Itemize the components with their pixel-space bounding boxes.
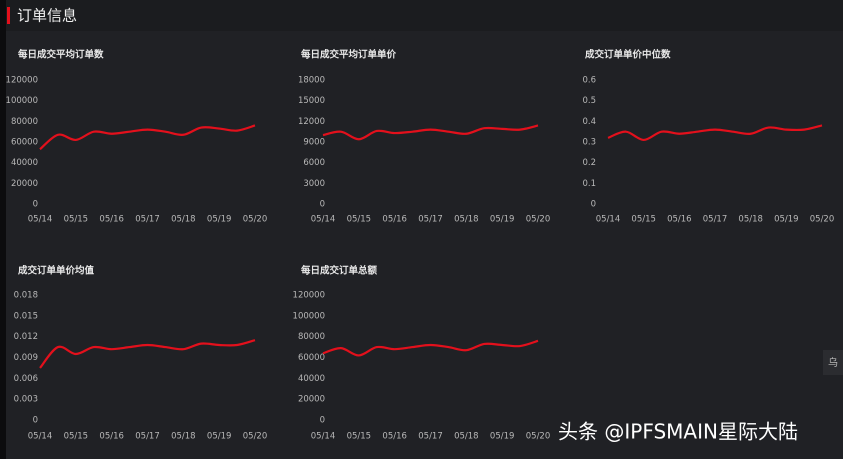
left-edge — [0, 0, 6, 459]
x-tick-label: 05/20 — [526, 432, 551, 442]
y-tick-label: 0.006 — [14, 374, 38, 384]
chart-title: 每日成交平均订单数 — [18, 49, 104, 61]
y-tick-label: 100000 — [293, 311, 325, 321]
y-tick-label: 0.003 — [14, 395, 38, 405]
x-tick-label: 05/19 — [207, 215, 232, 225]
x-tick-label: 05/16 — [99, 432, 124, 442]
x-tick-label: 05/15 — [64, 432, 89, 442]
y-tick-label: 0 — [320, 200, 325, 210]
data-line — [322, 339, 539, 357]
y-tick-label: 20000 — [298, 395, 325, 405]
y-tick-label: 80000 — [298, 332, 325, 342]
side-tab[interactable] — [823, 350, 843, 375]
x-tick-label: 05/19 — [490, 432, 515, 442]
y-tick-label: 0.6 — [582, 76, 596, 86]
y-tick-label: 3000 — [303, 179, 325, 189]
y-tick-label: 0 — [591, 200, 596, 210]
x-tick-label: 05/15 — [347, 215, 372, 225]
x-tick-label: 05/14 — [311, 432, 336, 442]
y-tick-label: 18000 — [298, 76, 325, 86]
y-tick-label: 0.012 — [14, 332, 38, 342]
y-tick-label: 0.5 — [582, 96, 596, 106]
x-tick-label: 05/19 — [207, 432, 232, 442]
data-line — [39, 339, 256, 369]
x-tick-label: 05/19 — [774, 215, 799, 225]
chart-title: 成交订单单价均值 — [18, 265, 95, 277]
x-tick-label: 05/20 — [243, 215, 268, 225]
x-tick-label: 05/17 — [418, 215, 443, 225]
x-tick-label: 05/17 — [135, 432, 160, 442]
x-tick-label: 05/18 — [454, 215, 479, 225]
x-tick-label: 05/14 — [28, 432, 53, 442]
x-tick-label: 05/14 — [596, 215, 621, 225]
x-tick-label: 05/15 — [347, 432, 372, 442]
y-tick-label: 100000 — [6, 96, 38, 106]
x-tick-label: 05/16 — [382, 432, 407, 442]
y-tick-label: 0 — [33, 416, 38, 426]
y-tick-label: 0.1 — [582, 179, 596, 189]
x-tick-label: 05/14 — [311, 215, 336, 225]
x-tick-label: 05/15 — [64, 215, 89, 225]
x-tick-label: 05/16 — [382, 215, 407, 225]
y-tick-label: 0.018 — [14, 291, 38, 301]
header-bar — [6, 0, 843, 31]
y-tick-label: 80000 — [11, 117, 38, 127]
x-tick-label: 05/15 — [631, 215, 656, 225]
x-tick-label: 05/17 — [703, 215, 728, 225]
x-tick-label: 05/20 — [526, 215, 551, 225]
x-tick-label: 05/20 — [810, 215, 835, 225]
data-line — [322, 124, 539, 141]
y-tick-label: 60000 — [11, 138, 38, 148]
header-title: 订单信息 — [17, 7, 77, 25]
x-tick-label: 05/16 — [667, 215, 692, 225]
x-tick-label: 05/18 — [171, 215, 196, 225]
y-tick-label: 15000 — [298, 96, 325, 106]
x-tick-label: 05/16 — [99, 215, 124, 225]
header-accent — [7, 7, 10, 24]
data-line — [39, 124, 256, 151]
x-tick-label: 05/18 — [171, 432, 196, 442]
y-tick-label: 0 — [320, 416, 325, 426]
x-tick-label: 05/20 — [243, 432, 268, 442]
y-tick-label: 0.009 — [14, 353, 38, 363]
side-tab-label: 乌 — [828, 356, 838, 369]
y-tick-label: 0.4 — [582, 117, 596, 127]
x-tick-label: 05/19 — [490, 215, 515, 225]
y-tick-label: 0 — [33, 200, 38, 210]
data-line — [607, 124, 823, 142]
y-tick-label: 12000 — [298, 117, 325, 127]
chart-title: 每日成交平均订单单价 — [301, 49, 397, 61]
x-tick-label: 05/17 — [135, 215, 160, 225]
watermark: 头条 @IPFSMAIN星际大陆 — [558, 420, 798, 444]
y-tick-label: 120000 — [293, 291, 325, 301]
y-tick-label: 6000 — [303, 158, 325, 168]
y-tick-label: 60000 — [298, 353, 325, 363]
x-tick-label: 05/18 — [454, 432, 479, 442]
y-tick-label: 0.015 — [14, 311, 38, 321]
y-tick-label: 40000 — [11, 158, 38, 168]
y-tick-label: 9000 — [303, 138, 325, 148]
y-tick-label: 0.2 — [582, 158, 596, 168]
x-tick-label: 05/14 — [28, 215, 53, 225]
y-tick-label: 20000 — [11, 179, 38, 189]
y-tick-label: 0.3 — [582, 138, 596, 148]
x-tick-label: 05/18 — [738, 215, 763, 225]
x-tick-label: 05/17 — [418, 432, 443, 442]
chart-title: 每日成交订单总额 — [301, 265, 378, 277]
chart-title: 成交订单单价中位数 — [585, 49, 671, 61]
y-tick-label: 40000 — [298, 374, 325, 384]
y-tick-label: 120000 — [6, 76, 38, 86]
